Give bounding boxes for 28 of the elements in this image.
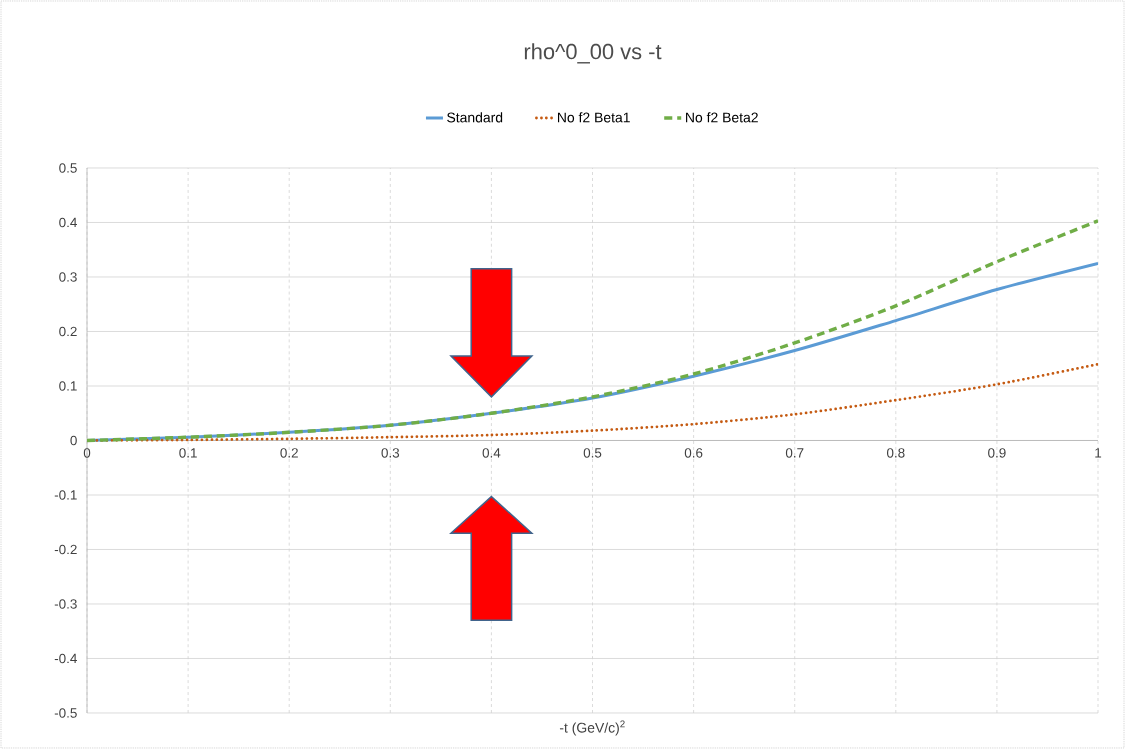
x-tick-label: 0.1	[179, 448, 197, 458]
y-tick-label: -0.3	[54, 599, 77, 609]
legend-label: No f2 Beta2	[686, 112, 758, 123]
y-tick-label: 0	[70, 435, 77, 446]
x-tick-label: 0.9	[988, 448, 1006, 458]
x-tick-label: 0.5	[583, 448, 602, 458]
x-tick-label: 0	[83, 448, 91, 458]
line-series	[87, 219, 1099, 443]
y-tick-label: -0.5	[54, 708, 77, 718]
x-tick-label: 0.4	[482, 448, 501, 458]
x-axis-title: -t (GeV/c)$^{2}$	[559, 720, 625, 736]
x-tick-label: 0.6	[684, 448, 703, 458]
y-tick-label: -0.4	[54, 653, 77, 664]
x-tick-label: 0.8	[886, 448, 905, 458]
x-tick-label: 0.2	[280, 448, 298, 458]
legend-label: Standard	[447, 112, 503, 123]
x-tick-label: 1	[1095, 448, 1102, 458]
legend-label: No f2 Beta1	[557, 112, 630, 123]
chart-title: rho^0_00 vs -t	[524, 43, 662, 64]
y-tick-label: -0.1	[54, 490, 77, 500]
x-tick-label: 0.7	[785, 448, 804, 458]
x-tick-label: 0.3	[381, 448, 400, 458]
y-tick-label: -0.2	[54, 544, 77, 555]
y-tick-label: 0.2	[59, 326, 77, 337]
y-tick-label: 0.5	[59, 163, 77, 173]
y-tick-label: 0.4	[59, 217, 77, 228]
y-tick-label: 0.1	[59, 381, 77, 391]
y-tick-label: 0.3	[59, 272, 77, 282]
